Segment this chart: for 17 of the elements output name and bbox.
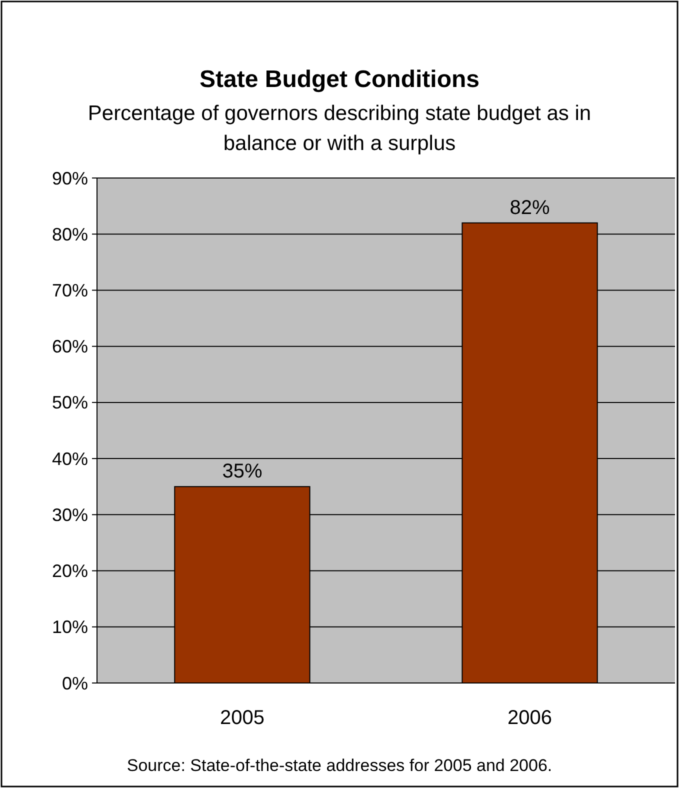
x-tick-label: 2005	[220, 707, 264, 730]
y-tick-label: 10%	[52, 617, 88, 638]
y-tick-label: 40%	[52, 448, 88, 469]
data-label: 35%	[222, 460, 262, 483]
y-tick-label: 50%	[52, 392, 88, 413]
y-tick-label: 20%	[52, 561, 88, 582]
y-tick-label: 90%	[52, 168, 88, 188]
source-note: Source: State-of-the-state addresses for 2005 and 2006.	[126, 756, 552, 775]
y-tick-label: 0%	[62, 673, 88, 694]
y-tick-label: 70%	[52, 280, 88, 301]
chart-title: State Budget Conditions	[200, 66, 480, 93]
y-tick-label: 80%	[52, 224, 88, 244]
data-label: 82%	[510, 196, 550, 219]
chart-subtitle: Percentage of governors describing state budget as in balance or with a surplus	[88, 102, 592, 155]
y-tick-label: 60%	[52, 336, 88, 357]
x-tick-label: 2006	[508, 707, 552, 730]
y-tick-label: 30%	[52, 504, 88, 525]
